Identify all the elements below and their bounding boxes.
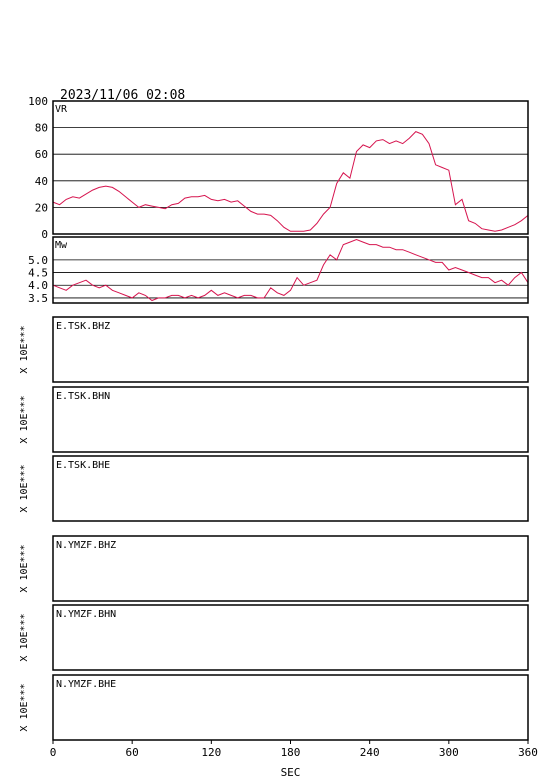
trace-frame (52, 386, 529, 453)
trace-panel: E.TSK.BHZ X 10E*** (19, 316, 529, 383)
trace-frame (52, 535, 529, 602)
x-axis: 0 60 120 180 240 300 360 (50, 740, 538, 759)
mw-panel: 3.54.04.55.0 Mw (28, 236, 529, 305)
vr-y-tick-label: 60 (35, 148, 48, 161)
mw-y-tick-label: 5.0 (28, 254, 48, 267)
trace-panel: N.YMZF.BHN X 10E*** (19, 604, 529, 671)
x-tick-label: 240 (360, 746, 380, 759)
x-tick-label: 120 (201, 746, 221, 759)
trace-frame (52, 674, 529, 741)
trace-scale-label: X 10E*** (19, 395, 30, 443)
vr-gridlines (53, 127, 528, 208)
x-axis-label: SEC (281, 766, 301, 779)
trace-scale-label: X 10E*** (19, 464, 30, 512)
vr-panel-label: VR (55, 104, 68, 115)
vr-y-tick-label: 20 (35, 201, 48, 214)
x-tick-label: 60 (126, 746, 139, 759)
vr-panel: 0 20 40 60 80 100 VR (28, 95, 529, 241)
vr-frame (52, 100, 529, 235)
trace-scale-label: X 10E*** (19, 683, 30, 731)
vr-y-ticks: 0 20 40 60 80 100 (28, 95, 48, 241)
figure-datetime: 2023/11/06 02:08 (60, 88, 185, 103)
vr-series-line (52, 131, 529, 232)
trace-label: E.TSK.BHZ (56, 321, 110, 332)
mw-y-tick-label: 3.5 (28, 292, 48, 305)
trace-scale-label: X 10E*** (19, 325, 30, 373)
trace-label: N.YMZF.BHN (56, 609, 116, 620)
mw-panel-label: Mw (55, 240, 68, 251)
mw-series-line (52, 238, 529, 302)
trace-panel: E.TSK.BHE X 10E*** (19, 455, 529, 522)
x-tick-label: 0 (50, 746, 57, 759)
trace-panel: N.YMZF.BHZ X 10E*** (19, 535, 529, 602)
trace-panel: N.YMZF.BHE X 10E*** (19, 674, 529, 741)
vr-y-tick-label: 0 (41, 228, 48, 241)
mw-frame (52, 236, 529, 304)
x-tick-label: 180 (281, 746, 301, 759)
mw-gridlines (53, 259, 528, 299)
vr-y-tick-label: 40 (35, 175, 48, 188)
vr-y-tick-label: 100 (28, 95, 48, 108)
trace-frame (52, 455, 529, 522)
mw-y-ticks: 3.54.04.55.0 (28, 254, 48, 305)
trace-label: E.TSK.BHE (56, 460, 110, 471)
trace-scale-label: X 10E*** (19, 613, 30, 661)
trace-label: N.YMZF.BHZ (56, 540, 116, 551)
trace-panel: E.TSK.BHN X 10E*** (19, 386, 529, 453)
trace-scale-label: X 10E*** (19, 544, 30, 592)
x-tick-label: 300 (439, 746, 459, 759)
mw-y-tick-label: 4.5 (28, 267, 48, 280)
trace-label: N.YMZF.BHE (56, 679, 116, 690)
trace-label: E.TSK.BHN (56, 391, 110, 402)
trace-frame (52, 604, 529, 671)
mw-y-tick-label: 4.0 (28, 279, 48, 292)
x-tick-label: 360 (518, 746, 538, 759)
vr-y-tick-label: 80 (35, 122, 48, 135)
trace-frame (52, 316, 529, 383)
